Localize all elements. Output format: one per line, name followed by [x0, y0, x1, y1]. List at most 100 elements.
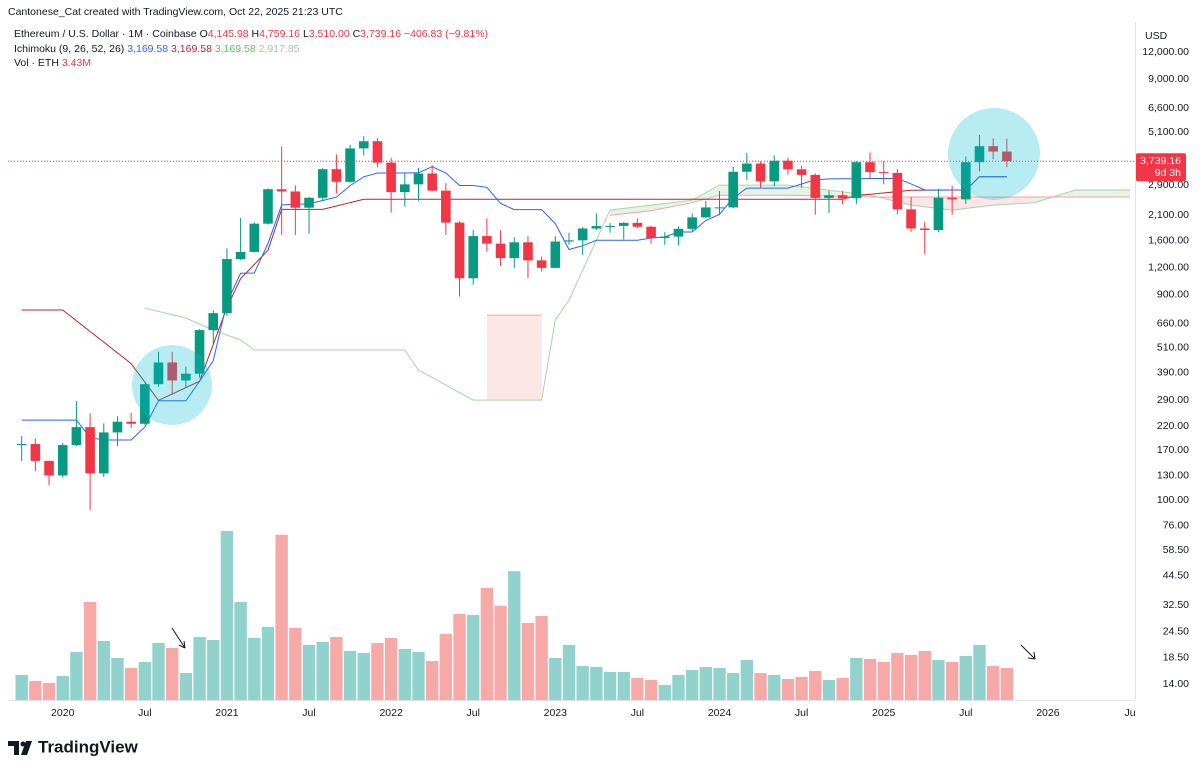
- candle-body: [400, 184, 410, 193]
- candle-body: [98, 432, 109, 474]
- ohlc-key: C: [353, 28, 361, 40]
- x-tick-label: Jul: [795, 707, 808, 719]
- candle-body: [290, 191, 301, 208]
- y-tick-label: 24.50: [1163, 625, 1189, 637]
- volume-bar: [42, 683, 56, 700]
- volume-bar: [261, 626, 275, 700]
- candle-body: [906, 209, 916, 229]
- tenkan-line: [21, 166, 1007, 441]
- x-tick-label: Jul: [467, 707, 480, 719]
- x-tick-label: Jul: [302, 707, 315, 719]
- volume-bar: [494, 605, 507, 700]
- candle-body: [16, 444, 27, 446]
- candle-body: [701, 207, 711, 218]
- cloud-fill: [952, 197, 994, 211]
- candle-body: [742, 163, 752, 172]
- candle-body: [112, 421, 123, 433]
- volume-bar: [959, 655, 973, 700]
- volume-bar: [685, 669, 699, 700]
- ohlc-key: L: [303, 28, 309, 40]
- candle-body: [495, 243, 506, 259]
- candle-body: [304, 197, 314, 208]
- cloud-fill: [486, 315, 542, 401]
- candle-body: [372, 141, 383, 163]
- arrow: [1020, 644, 1036, 660]
- candle-body: [550, 241, 561, 268]
- volume-bar: [480, 587, 494, 700]
- volume-bar: [371, 642, 384, 700]
- candle-body: [810, 174, 821, 198]
- candle-body: [249, 223, 260, 252]
- volume-bar: [973, 644, 986, 700]
- candle-body: [386, 162, 396, 193]
- volume-bar: [768, 674, 781, 700]
- ohlc-key: O: [200, 28, 208, 40]
- ichimoku-value: 3,169.58: [171, 43, 212, 55]
- y-tick-label: 9,000.00: [1148, 73, 1189, 85]
- volume-bar: [918, 650, 931, 700]
- ichimoku-value: 3,169.58: [215, 43, 256, 55]
- cloud-fill: [1075, 189, 1130, 198]
- axes: 12,000.00 9,000.00 6,600.00 5,100.00 2,900.0…: [51, 46, 1189, 719]
- volume-bar: [576, 666, 589, 700]
- volume-bar: [453, 613, 466, 700]
- y-tick-label: 32.50: [1163, 599, 1189, 611]
- y-tick-label: 170.00: [1157, 444, 1189, 456]
- candle-body: [564, 240, 574, 242]
- candle-body: [865, 162, 875, 173]
- volume-bar: [425, 660, 439, 700]
- volume-bar: [234, 601, 247, 700]
- candle-body: [783, 160, 793, 170]
- volume-bar: [302, 644, 316, 700]
- candle-body: [126, 421, 136, 424]
- volume-bar: [672, 674, 685, 700]
- candle-body: [413, 173, 424, 185]
- y-tick-label: 44.50: [1163, 570, 1189, 582]
- y-tick-label: 290.00: [1157, 394, 1189, 406]
- candle-body: [632, 222, 643, 227]
- ohlc-value: 3,510.00: [309, 28, 350, 40]
- brand-logo: TradingView: [8, 737, 139, 756]
- candle-body: [974, 146, 985, 163]
- ichimoku-value: 3,169.58: [127, 43, 168, 55]
- volume-bar: [713, 667, 726, 700]
- volume-bar: [207, 639, 220, 700]
- candle-body: [235, 251, 246, 260]
- x-tick-label: 2020: [51, 707, 75, 719]
- volume-bar: [467, 614, 480, 700]
- volume-bar: [439, 633, 453, 700]
- candle-body: [509, 242, 520, 259]
- volume-bar: [412, 651, 425, 700]
- y-tick-label: 660.00: [1157, 317, 1189, 329]
- candle-body: [947, 197, 957, 200]
- candle-body: [824, 195, 834, 198]
- volume-bar: [562, 644, 576, 700]
- currency: USD: [1145, 30, 1168, 42]
- candle-body: [140, 384, 150, 424]
- volume-bar: [521, 622, 535, 700]
- candle-body: [222, 259, 232, 314]
- y-tick-label: 5,100.00: [1148, 126, 1189, 138]
- volume-bar: [1000, 667, 1014, 700]
- volume-bar: [343, 650, 357, 700]
- volume-bar: [644, 680, 658, 700]
- candle-body: [659, 236, 670, 239]
- candle-body: [468, 236, 479, 279]
- cloud-fill: [692, 185, 720, 203]
- candle-body: [728, 171, 738, 208]
- volume-bar: [179, 673, 193, 700]
- volume-bar: [850, 657, 863, 700]
- volume-bar: [535, 615, 548, 700]
- volume-bar: [863, 658, 877, 700]
- credit: Cantonese_Cat created with TradingView.c…: [8, 6, 343, 18]
- volume-bar: [740, 659, 754, 700]
- volume-bar: [904, 654, 918, 700]
- candle-body: [933, 197, 944, 230]
- candle-body: [755, 163, 766, 182]
- volume-bar: [56, 676, 69, 700]
- ichimoku-label: Ichimoku (9, 26, 52, 26): [14, 43, 124, 55]
- y-tick-label: 14.00: [1163, 678, 1189, 690]
- x-tick-label: 2024: [708, 707, 732, 719]
- volume-bar: [111, 657, 124, 700]
